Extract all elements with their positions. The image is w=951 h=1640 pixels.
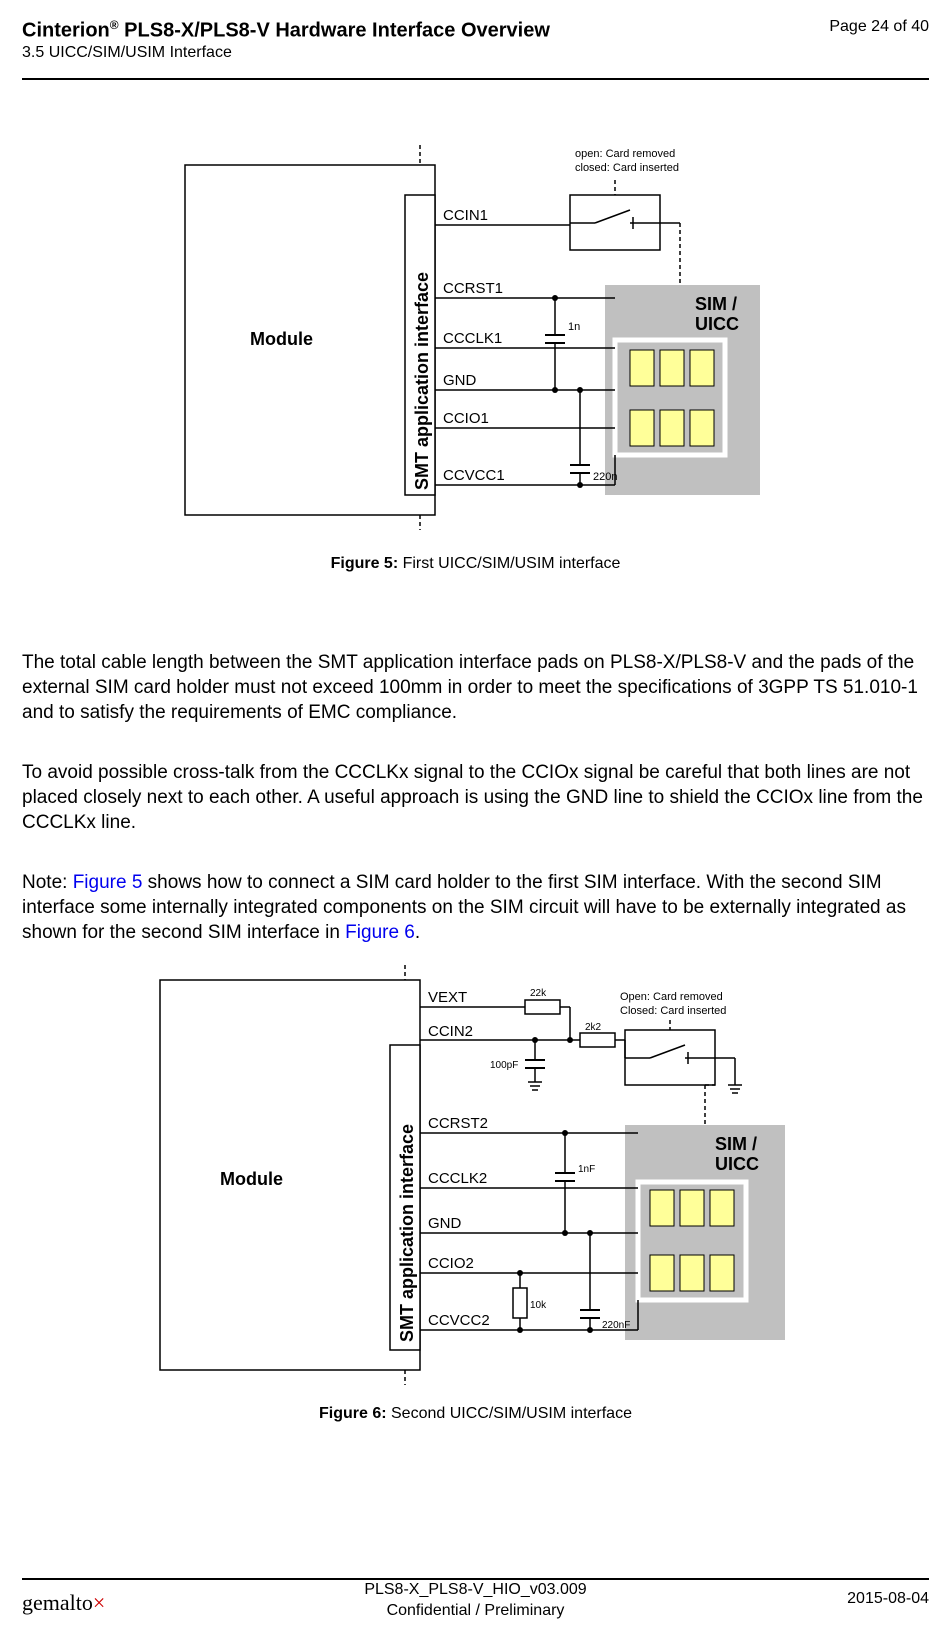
note-closed: closed: Card inserted [575,162,679,174]
sig-gnd2: GND [428,1215,462,1232]
sig-ccrst2: CCRST2 [428,1115,488,1132]
c-220nf: 220nF [602,1320,630,1331]
sig-gnd1: GND [443,372,477,389]
smt-label: SMT application interface [412,272,432,490]
page-number: Page 24 of 40 [829,18,929,36]
sig-ccrst1: CCRST1 [443,280,503,297]
sig-ccin1: CCIN1 [443,207,488,224]
sig-vext: VEXT [428,989,467,1006]
sig-ccvcc1: CCVCC1 [443,467,505,484]
figure-5-caption: Figure 5: First UICC/SIM/USIM interface [0,555,951,573]
link-figure-5[interactable]: Figure 5 [73,872,143,893]
cap-1n: 1n [568,321,580,333]
sig-ccio2: CCIO2 [428,1255,474,1272]
sim-label-2: UICC [695,314,739,334]
sig-ccclk2: CCCLK2 [428,1170,487,1187]
footer-date: 2015-08-04 [847,1590,929,1608]
link-figure-6[interactable]: Figure 6 [345,922,415,943]
sig-ccio1: CCIO1 [443,410,489,427]
note-closed-2: Closed: Card inserted [620,1005,726,1017]
sim-label-1b: SIM / [715,1134,757,1154]
sim-label-1: SIM / [695,294,737,314]
header-rule [22,78,929,80]
module-label-2: Module [220,1169,283,1189]
smt-label-2: SMT application interface [397,1124,417,1342]
note-open: open: Card removed [575,148,675,160]
sim-label-2b: UICC [715,1154,759,1174]
header-title: Cinterion® PLS8-X/PLS8-V Hardware Interf… [22,18,550,43]
sig-ccclk1: CCCLK1 [443,330,502,347]
figure-6-caption: Figure 6: Second UICC/SIM/USIM interface [0,1405,951,1423]
module-label: Module [250,329,313,349]
c-100pf: 100pF [490,1060,518,1071]
r-22k: 22k [530,988,547,999]
header-section: 3.5 UICC/SIM/USIM Interface [22,44,232,62]
paragraph-2: To avoid possible cross-talk from the CC… [22,760,929,835]
paragraph-3: Note: Figure 5 shows how to connect a SI… [22,870,929,945]
cap-220n: 220n [593,471,617,483]
sig-ccin2: CCIN2 [428,1023,473,1040]
figure-5: Module SMT application interface open: C… [175,135,775,535]
note-open-2: Open: Card removed [620,991,723,1003]
paragraph-1: The total cable length between the SMT a… [22,650,929,725]
figure-6: Module SMT application interface Open: C… [150,960,800,1390]
sig-ccvcc2: CCVCC2 [428,1312,490,1329]
r-10k: 10k [530,1300,547,1311]
r-2k2: 2k2 [585,1022,602,1033]
c-1nf: 1nF [578,1164,595,1175]
footer-center: PLS8-X_PLS8-V_HIO_v03.009Confidential / … [0,1580,951,1622]
